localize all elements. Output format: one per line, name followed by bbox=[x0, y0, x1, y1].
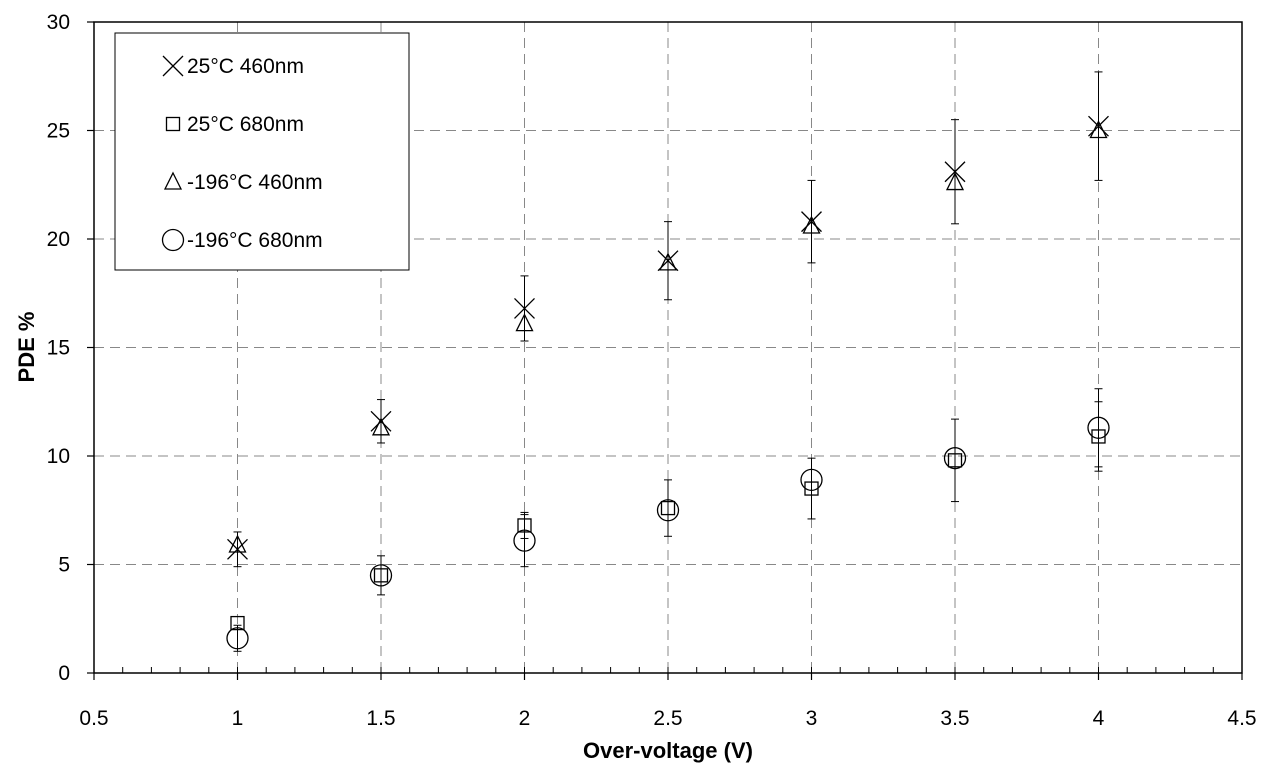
data-point-x bbox=[801, 211, 822, 233]
grid bbox=[94, 22, 1242, 673]
x-tick-label: 2.5 bbox=[653, 707, 682, 730]
x-tick-label: 0.5 bbox=[79, 707, 108, 730]
y-tick-label: 10 bbox=[47, 445, 70, 468]
y-tick-label: 30 bbox=[47, 11, 70, 34]
data-point-circle bbox=[1087, 416, 1110, 439]
legend: 25°C 460nm 25°C 680nm -196°C 460nm -196°C 6… bbox=[114, 32, 410, 271]
data-point-triangle bbox=[515, 313, 534, 332]
data-point-circle bbox=[369, 564, 393, 587]
x-tick-label: 3 bbox=[806, 707, 818, 730]
x-tick-label: 3.5 bbox=[940, 707, 969, 730]
legend-label: 25°C 460nm bbox=[187, 55, 304, 78]
data-point-triangle bbox=[1089, 120, 1108, 139]
y-tick-label: 25 bbox=[47, 120, 70, 143]
data-point-x bbox=[1088, 115, 1109, 137]
x-tick-labels: 0.5 1 1.5 2 2.5 3 3.5 4 4.5 bbox=[79, 707, 1256, 730]
y-tick-label: 20 bbox=[47, 228, 70, 251]
axis-ticks bbox=[87, 21, 1243, 680]
legend-box bbox=[114, 32, 410, 271]
x-tick-label: 1 bbox=[232, 707, 244, 730]
data-point-triangle bbox=[658, 252, 678, 271]
data-point-x bbox=[944, 161, 966, 183]
data-point-x bbox=[370, 410, 392, 432]
data-point-triangle bbox=[228, 534, 247, 553]
legend-label: -196°C 460nm bbox=[187, 171, 323, 194]
x-tick-label: 4.5 bbox=[1227, 707, 1256, 730]
data-point-square bbox=[947, 453, 963, 468]
data-point-circle bbox=[943, 447, 967, 470]
data-point-square bbox=[517, 518, 532, 533]
data-point-circle bbox=[800, 468, 823, 492]
data-point-circle bbox=[513, 529, 536, 552]
data-point-square bbox=[373, 568, 389, 583]
legend-label: -196°C 680nm bbox=[187, 229, 323, 252]
legend-label: 25°C 680nm bbox=[187, 113, 304, 136]
legend-marker-square bbox=[165, 116, 181, 132]
legend-marker-triangle bbox=[163, 171, 183, 190]
x-tick-label: 2 bbox=[519, 707, 531, 730]
data-point-square bbox=[230, 615, 245, 631]
legend-marker-x bbox=[162, 55, 184, 77]
data-point-x bbox=[514, 297, 535, 319]
x-tick-label: 1.5 bbox=[366, 707, 395, 730]
x-axis-title: Over-voltage (V) bbox=[583, 738, 753, 763]
y-tick-label: 0 bbox=[58, 662, 70, 685]
data-point-triangle bbox=[802, 215, 821, 234]
data-point-square bbox=[660, 500, 676, 516]
data-markers bbox=[226, 115, 1110, 650]
y-tick-label: 5 bbox=[58, 554, 70, 577]
x-tick-label: 4 bbox=[1093, 707, 1105, 730]
data-point-x bbox=[227, 538, 248, 560]
legend-marker-circle bbox=[161, 228, 185, 252]
data-point-triangle bbox=[371, 417, 391, 436]
error-bars bbox=[233, 71, 1103, 652]
y-tick-labels: 0 5 10 15 20 25 30 bbox=[47, 11, 70, 685]
data-point-circle bbox=[226, 627, 249, 650]
y-axis-title: PDE % bbox=[14, 312, 39, 383]
data-point-triangle bbox=[945, 172, 965, 191]
y-tick-label: 15 bbox=[47, 337, 70, 360]
data-point-circle bbox=[656, 499, 680, 522]
